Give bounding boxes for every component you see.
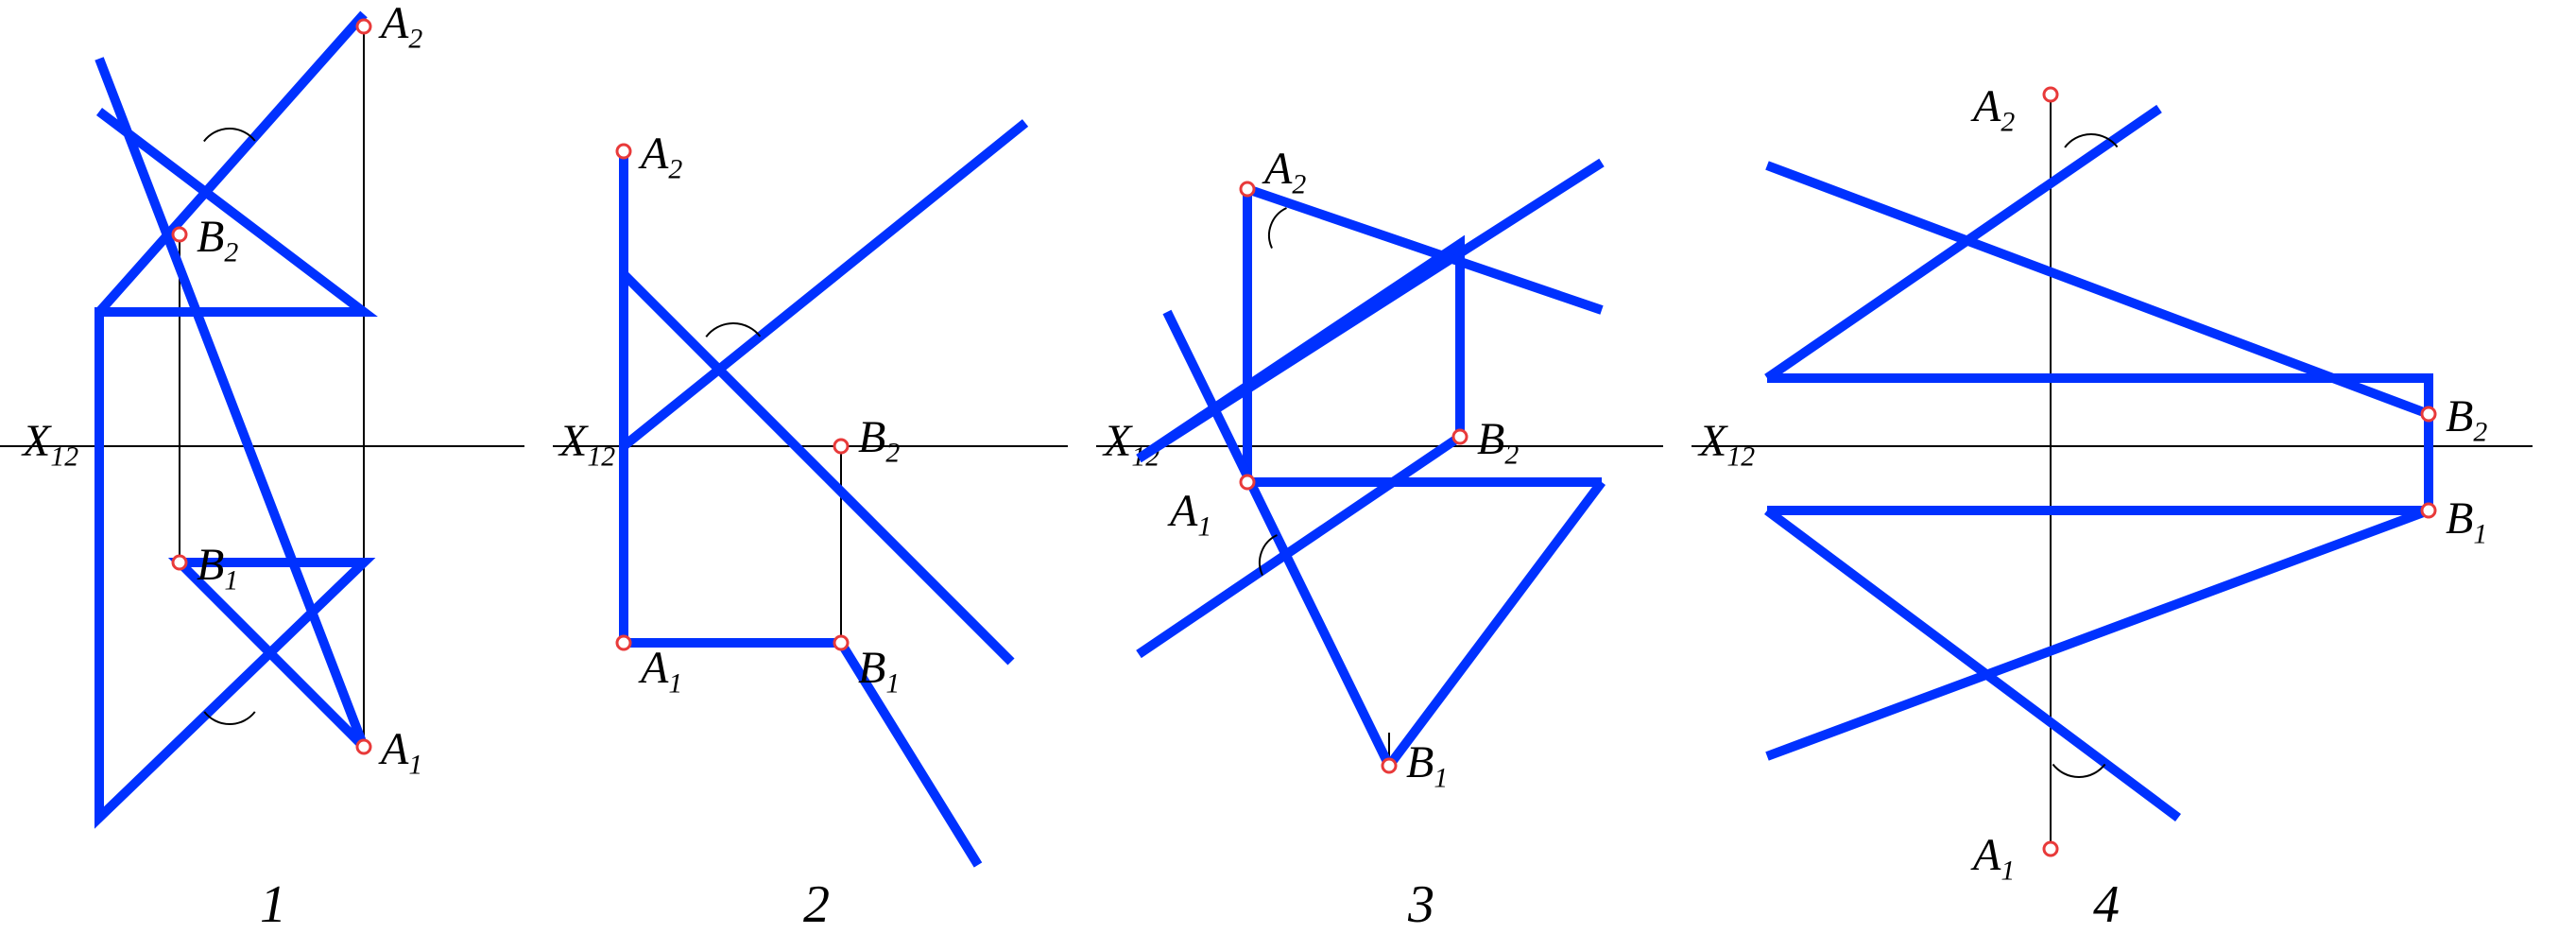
point-a2 (2044, 88, 2057, 101)
point-b2 (834, 440, 848, 453)
point-a1 (1241, 476, 1254, 489)
panel-label: 1 (260, 875, 286, 934)
panel-label: 2 (803, 875, 830, 934)
panel-label: 4 (2093, 875, 2120, 934)
diagram-canvas: X12A2B2B1A11X12A2B2A1B12X12A2B2A1B13X12A… (0, 0, 2576, 951)
background (0, 0, 2576, 951)
point-a1 (357, 740, 370, 753)
panel-label: 3 (1407, 875, 1434, 934)
point-b2 (173, 228, 186, 241)
point-b1 (834, 636, 848, 649)
point-a2 (357, 20, 370, 33)
point-b1 (173, 556, 186, 569)
point-a2 (1241, 182, 1254, 196)
point-a2 (617, 145, 630, 158)
point-a1 (617, 636, 630, 649)
point-b2 (2422, 407, 2435, 421)
point-b2 (1453, 430, 1467, 443)
point-a1 (2044, 842, 2057, 856)
point-b1 (2422, 504, 2435, 517)
point-b1 (1382, 759, 1396, 772)
